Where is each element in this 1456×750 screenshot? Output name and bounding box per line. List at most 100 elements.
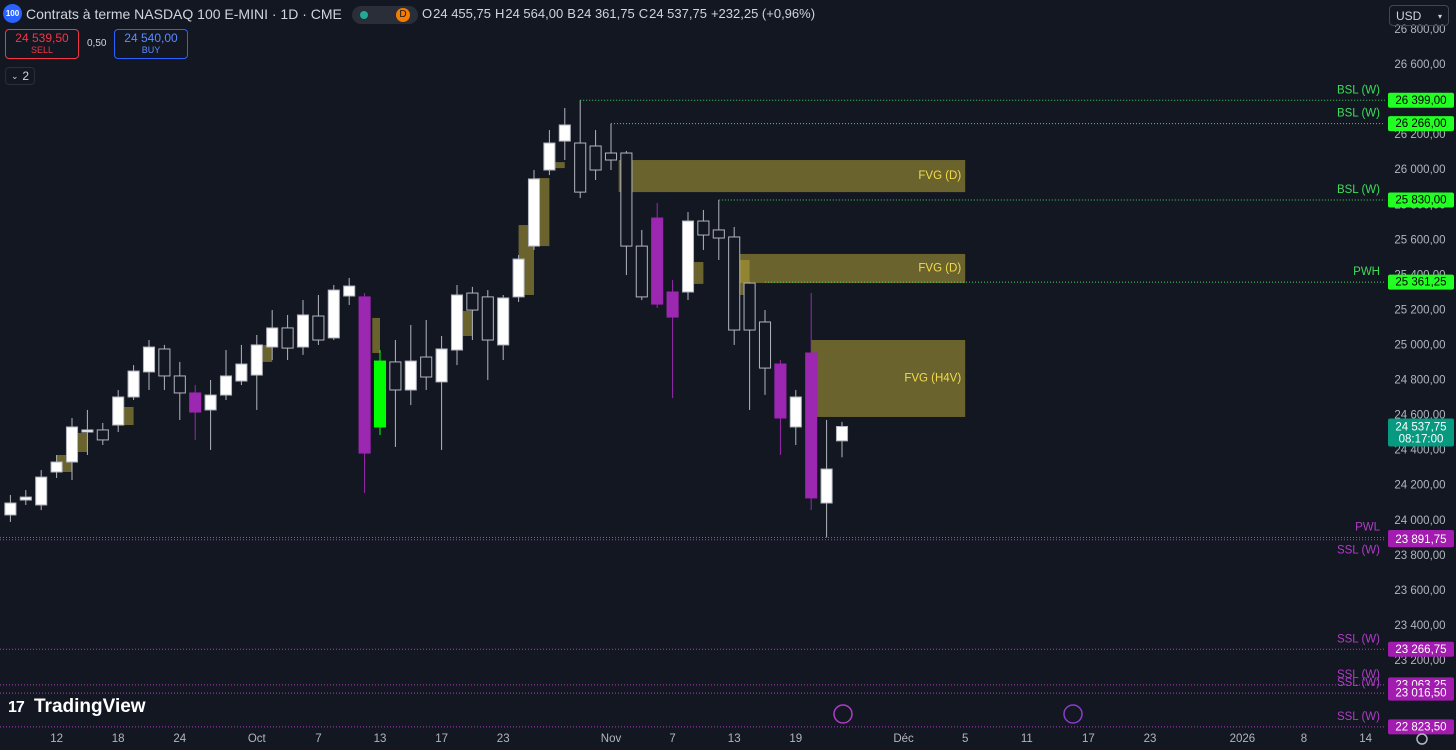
change: +232,25 (+0,96%) [710,6,816,21]
candle-body [65,426,79,463]
candle-body [158,348,171,377]
candle-body [266,327,279,348]
level-price: 25 830,00 [1395,195,1446,207]
x-tick-label: Nov [601,733,622,745]
sell-label: SELL [30,45,54,55]
level-price: 23 016,50 [1395,688,1446,700]
candle-body [50,461,63,473]
candle-body [789,396,802,428]
candle-body [758,321,772,369]
x-tick-label: 7 [669,733,675,745]
x-tick-label: 13 [728,733,741,745]
sell-price: 24 539,50 [15,31,69,45]
candle-body [420,356,433,378]
fvg-label: FVG (D) [918,263,961,275]
candle-body [296,314,310,348]
currency-select[interactable]: USD ▾ [1389,5,1449,26]
candle-body [250,344,263,376]
fvg-zone [618,160,966,193]
x-tick-label: 23 [1144,733,1157,745]
candle-body [96,429,109,441]
ohlc-key: B [567,6,576,21]
level-price-bg [1388,532,1454,548]
indicators-count: 2 [22,69,29,83]
interval-badge: D [396,8,410,22]
level-price-bg [1388,192,1454,208]
status-pill: D [352,6,418,24]
level-name: BSL (W) [1337,108,1380,120]
level-price-bg [1388,685,1454,701]
level-price: 26 399,00 [1395,95,1446,107]
x-tick-label: 17 [435,733,448,745]
level-price-bg [1388,719,1454,735]
fvg-label: FVG (D) [918,170,961,182]
candle-body [404,360,417,391]
candle-body [373,360,387,428]
candle-body [574,142,587,193]
x-tick-label: 7 [315,733,321,745]
candle-body [681,220,695,293]
indicators-toggle[interactable]: ⌄ 2 [5,67,35,85]
sell-button[interactable]: 24 539,50 SELL [5,29,79,59]
fvg-zone [734,253,966,284]
level-price: 22 823,50 [1395,721,1446,733]
y-tick-label: 23 600,00 [1394,585,1445,597]
event-icon[interactable] [1063,704,1083,724]
candle-body [281,327,294,349]
last-price-bg [1388,418,1454,447]
x-tick-label: 23 [497,733,510,745]
level-price-bg [1388,641,1454,657]
ohlc-value: 24 361,75 [576,6,635,21]
x-tick-label: Déc [893,733,914,745]
buy-button[interactable]: 24 540,00 BUY [114,29,188,59]
candle-body [389,361,402,391]
level-price: 25 361,25 [1395,277,1446,289]
candle-body [558,124,571,142]
candle-body [466,292,479,311]
candle-body [358,296,371,454]
y-tick-label: 25 200,00 [1394,304,1445,316]
symbol-logo: 100 [3,4,22,23]
y-tick-label: 23 800,00 [1394,550,1445,562]
candle-body [142,346,156,373]
candle-body [774,363,787,419]
x-tick-label: 8 [1301,733,1307,745]
status-dot [360,11,368,19]
candle-body [835,425,849,442]
candle-body [712,229,725,239]
settings-icon[interactable] [1416,733,1428,745]
candle-body [620,152,633,247]
candle-body [343,285,356,297]
candle-body [219,375,233,396]
event-icon[interactable] [833,704,853,724]
ohlc-value: 24 537,75 [649,6,707,21]
x-tick-label: 14 [1359,733,1372,745]
level-name: PWH [1353,266,1380,278]
level-name: BSL (W) [1337,184,1380,196]
y-tick-label: 26 800,00 [1394,24,1445,36]
level-name: PWL [1355,521,1381,533]
level-price: 23 891,75 [1395,534,1446,546]
symbol-title[interactable]: Contrats à terme NASDAQ 100 E-MINI · 1D … [26,6,342,22]
fvg-zone [372,317,380,353]
ohlc-value: 24 564,00 [505,6,564,21]
ohlc-row: O24 455,75 H24 564,00 B24 361,75 C24 537,75… [422,6,815,21]
x-tick-label: 11 [1021,733,1033,745]
last-price: 24 537,75 [1395,422,1446,434]
fvg-zone [549,162,565,169]
candle-body [743,282,756,331]
level-name: SSL (W) [1337,633,1380,645]
candle-body [189,392,202,413]
y-tick-label: 25 600,00 [1394,234,1445,246]
brand-logo: 17 TradingView [8,696,146,717]
candle-body [697,220,710,236]
candle-body [435,348,448,383]
candle-body [666,291,679,318]
currency: USD [1396,9,1422,23]
level-price: 26 266,00 [1395,118,1446,130]
y-tick-label: 25 000,00 [1394,339,1445,351]
x-tick-label: 5 [962,733,968,745]
candle-body [497,297,510,346]
level-price-bg [1388,116,1454,132]
